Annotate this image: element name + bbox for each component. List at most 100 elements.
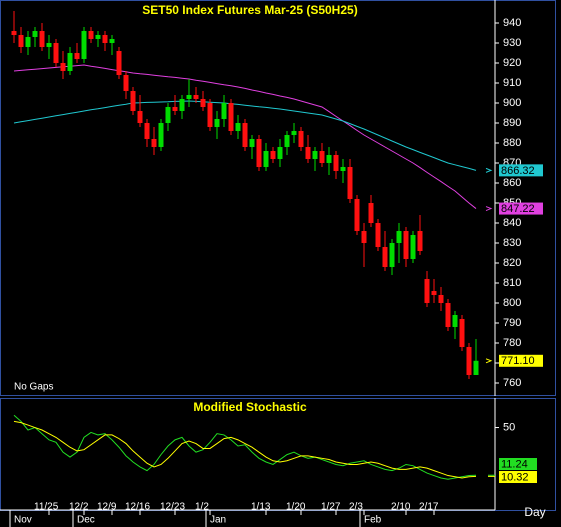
candle-body <box>186 95 192 99</box>
y-tick-label: 810 <box>503 277 521 289</box>
candle-body <box>151 139 157 147</box>
candle-body <box>81 31 87 59</box>
moving-average <box>13 100 477 171</box>
candle-body <box>53 43 59 63</box>
value-tag-arrow <box>485 167 493 173</box>
candle-body <box>144 123 150 139</box>
candle-body <box>382 247 388 267</box>
y-tick-label: 790 <box>503 317 521 329</box>
candle-body <box>438 295 444 303</box>
candle-body <box>67 53 73 71</box>
candle-body <box>340 167 346 171</box>
y-tick-label: 820 <box>503 257 521 269</box>
x-tick-label: 1/2 <box>195 502 209 513</box>
value-tag-box <box>499 354 543 367</box>
candle-body <box>389 243 395 267</box>
value-tag-arrow <box>485 206 493 212</box>
x-tick-label: 12/23 <box>160 502 185 513</box>
candle-body <box>284 135 290 147</box>
candle-body <box>74 53 80 59</box>
value-tag-arrow <box>485 358 493 364</box>
x-tick-label: 12/9 <box>97 502 117 513</box>
x-tick-label: 12/16 <box>125 502 150 513</box>
month-label: Nov <box>14 515 32 526</box>
candle-body <box>319 151 325 163</box>
candle-body <box>368 203 374 223</box>
value-tag-box <box>499 164 543 177</box>
stochastic-line <box>13 420 477 479</box>
candle-body <box>417 231 423 251</box>
candle-body <box>263 151 269 167</box>
x-axis-label: Day <box>524 505 545 519</box>
x-tick-label: 1/27 <box>321 502 341 513</box>
candle-body <box>214 119 220 127</box>
candle-body <box>46 43 52 47</box>
candle-body <box>123 75 129 91</box>
candle-body <box>459 319 465 347</box>
candle-body <box>452 315 458 327</box>
main-frame <box>0 0 556 396</box>
value-tag-box <box>499 471 537 483</box>
candle-body <box>277 147 283 159</box>
y-tick-label: 830 <box>503 237 521 249</box>
y-tick-label: 840 <box>503 217 521 229</box>
candle-body <box>361 231 367 243</box>
y-tick-label: 900 <box>503 97 521 109</box>
y-tick-label: 920 <box>503 57 521 69</box>
y-tick-label: 50 <box>503 421 515 433</box>
value-tag: 11.24 <box>501 458 528 470</box>
candle-body <box>95 35 101 39</box>
month-label: Dec <box>77 515 95 526</box>
candle-body <box>137 111 143 123</box>
month-label: Jan <box>210 515 226 526</box>
candle-body <box>18 35 24 47</box>
month-label: Feb <box>364 515 382 526</box>
moving-average <box>13 64 477 209</box>
candle-body <box>375 223 381 247</box>
candle-body <box>410 235 416 259</box>
candle-body <box>291 131 297 135</box>
y-tick-label: 910 <box>503 77 521 89</box>
candle-body <box>445 303 451 327</box>
x-tick-label: 2/17 <box>419 502 439 513</box>
value-tag: 847.22 <box>501 203 535 215</box>
y-tick-label: 880 <box>503 137 521 149</box>
x-tick-label: 1/13 <box>251 502 271 513</box>
candle-body <box>207 103 213 127</box>
candle-body <box>431 291 437 295</box>
y-tick-label: 940 <box>503 17 521 29</box>
candle-body <box>228 103 234 131</box>
candle-body <box>102 35 108 43</box>
x-tick-label: 11/25 <box>34 502 59 513</box>
stoch-title: Modified Stochastic <box>193 400 307 414</box>
x-tick-label: 2/10 <box>391 502 411 513</box>
stochastic-line <box>13 414 477 480</box>
candle-body <box>116 51 122 75</box>
candle-body <box>11 31 17 35</box>
x-tick-label: 12/2 <box>69 502 89 513</box>
candle-body <box>333 155 339 171</box>
candle-body <box>354 199 360 231</box>
chart-title: SET50 Index Futures Mar-25 (S50H25) <box>142 3 357 17</box>
candle-body <box>39 31 45 47</box>
candle-body <box>172 107 178 111</box>
value-tag: 10.32 <box>501 471 529 483</box>
candle-body <box>424 279 430 303</box>
candle-body <box>221 103 227 119</box>
y-tick-label: 930 <box>503 37 521 49</box>
candle-body <box>179 99 185 111</box>
candle-body <box>200 99 206 107</box>
y-tick-label: 890 <box>503 117 521 129</box>
candle-body <box>396 231 402 243</box>
value-tag: 866.32 <box>501 165 535 177</box>
y-tick-label: 780 <box>503 337 521 349</box>
value-tag: 771.10 <box>501 355 535 367</box>
y-tick-label: 800 <box>503 297 521 309</box>
y-tick-label: 860 <box>503 177 521 189</box>
candle-body <box>256 139 262 167</box>
candle-body <box>109 39 115 43</box>
value-tag-box <box>499 202 543 215</box>
candle-body <box>60 63 66 71</box>
